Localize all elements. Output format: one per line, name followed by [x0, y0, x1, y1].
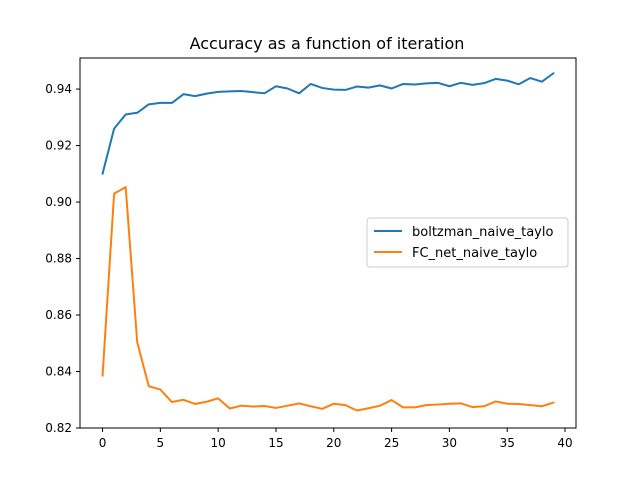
y-tick-label: 0.90 [45, 195, 72, 209]
chart-title: Accuracy as a function of iteration [190, 34, 465, 53]
x-tick-label: 40 [557, 436, 572, 450]
y-tick-label: 0.86 [45, 308, 72, 322]
series-line-1 [101, 186, 555, 412]
y-tick-label: 0.82 [45, 421, 72, 435]
x-tick-label: 30 [442, 436, 457, 450]
legend-label-boltzman: boltzman_naive_taylo [412, 225, 553, 240]
y-tick-label: 0.92 [45, 139, 72, 153]
x-tick-label: 0 [99, 436, 107, 450]
legend-box [366, 217, 569, 268]
legend: boltzman_naive_taylo FC_net_naive_taylo [366, 217, 569, 268]
x-tick-label: 5 [157, 436, 165, 450]
plot-area [101, 72, 555, 412]
series-line-0 [101, 72, 555, 175]
y-tick-label: 0.94 [45, 82, 72, 96]
x-tick-label: 35 [500, 436, 515, 450]
y-tick-label: 0.84 [45, 365, 72, 379]
legend-label-fc-net: FC_net_naive_taylo [412, 246, 537, 261]
axes-frame [79, 57, 577, 429]
x-tick-label: 25 [384, 436, 399, 450]
x-tick-label: 20 [326, 436, 341, 450]
y-tick-label: 0.88 [45, 252, 72, 266]
axes: 0 5 10 15 20 25 30 35 40 0.82 0.84 0.86 0.88 0.90 0.92… [45, 57, 577, 450]
x-tick-label: 15 [268, 436, 283, 450]
x-tick-label: 10 [211, 436, 226, 450]
